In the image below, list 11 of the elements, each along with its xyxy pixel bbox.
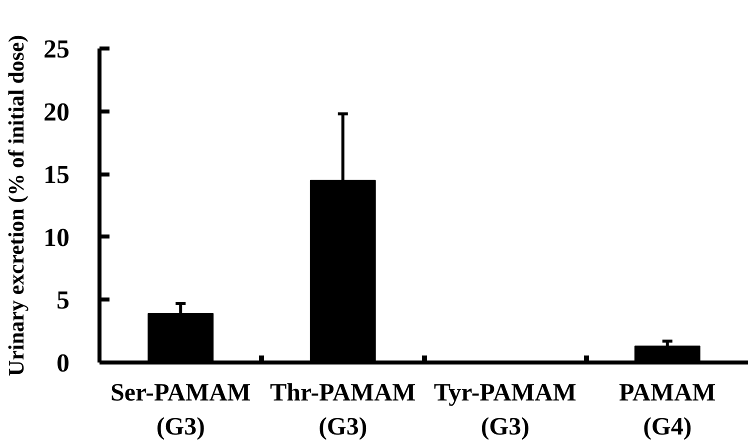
y-tick-label: 15 (44, 160, 70, 190)
y-tick-label: 5 (56, 286, 70, 315)
x-tick-label: PAMAM (G4) (619, 380, 716, 440)
y-tick-label: 20 (44, 97, 70, 126)
x-tick-label: Ser-PAMAM (G3) (110, 380, 251, 440)
x-tick-label: Tyr-PAMAM (G3) (434, 380, 576, 440)
y-tick-label: 0 (56, 348, 70, 378)
y-tick-label: 25 (44, 34, 70, 64)
y-axis-title: Urinary excretion (% of initial dose) (4, 34, 28, 376)
x-tick-label: Thr-PAMAM (G3) (270, 380, 416, 440)
y-tick-label: 10 (44, 222, 70, 252)
